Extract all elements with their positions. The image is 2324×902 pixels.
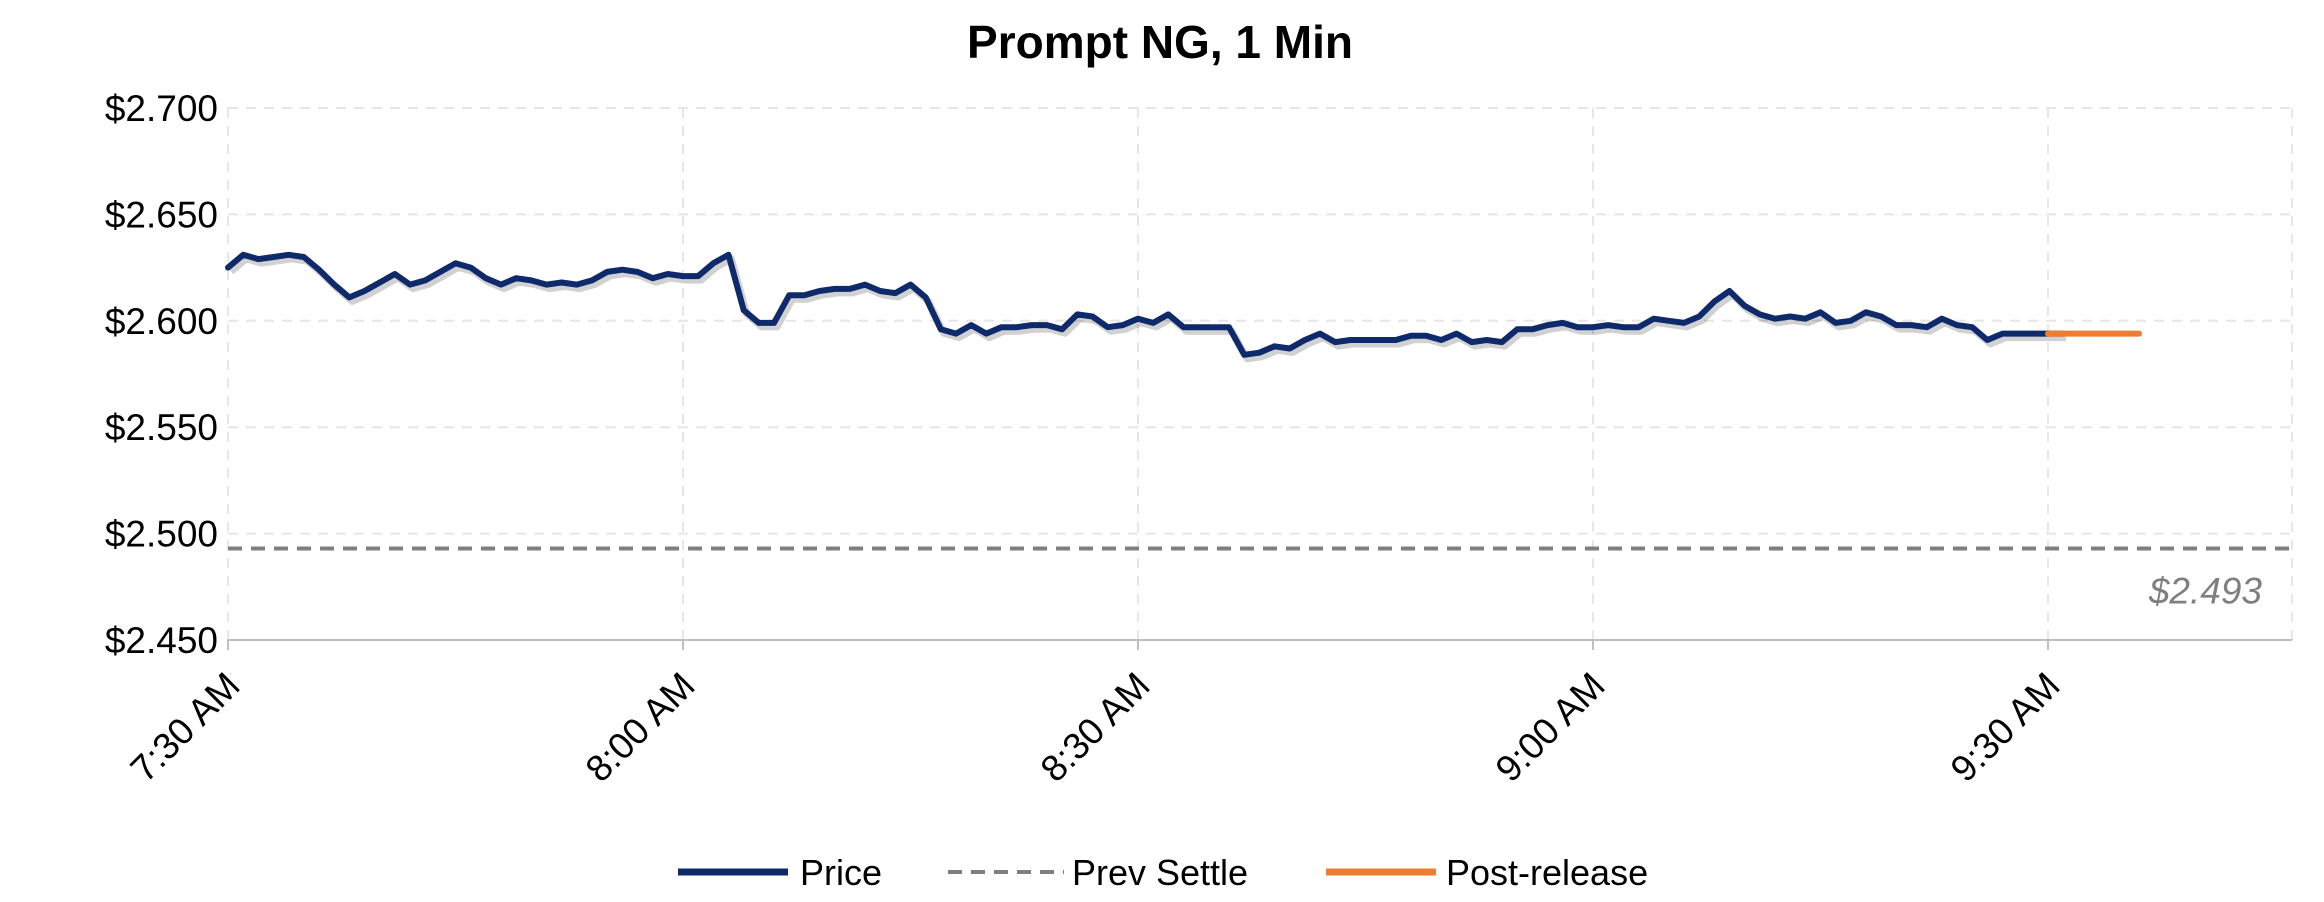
- x-tick-label: 7:30 AM: [123, 665, 248, 790]
- legend-label: Post-release: [1446, 852, 1648, 893]
- y-tick-label: $2.500: [105, 514, 218, 555]
- legend-label: Prev Settle: [1072, 852, 1248, 893]
- x-tick-label: 8:30 AM: [1033, 665, 1158, 790]
- x-tick-label: 9:30 AM: [1943, 665, 2068, 790]
- prev-settle-annotation: $2.493: [2148, 570, 2263, 611]
- y-tick-label: $2.700: [105, 88, 218, 129]
- gridlines: [227, 107, 2293, 640]
- x-tick-label: 8:00 AM: [578, 665, 703, 790]
- series-layer: [225, 251, 2292, 551]
- y-tick-label: $2.600: [105, 301, 218, 342]
- chart-title: Prompt NG, 1 Min: [967, 16, 1353, 68]
- y-tick-label: $2.650: [105, 194, 218, 235]
- x-tick-label: 9:00 AM: [1488, 665, 1613, 790]
- y-axis: $2.450 $2.500 $2.550 $2.600 $2.650 $2.700: [105, 88, 218, 661]
- y-tick-label: $2.550: [105, 407, 218, 448]
- legend: Price Prev Settle Post-release: [678, 852, 1648, 893]
- y-tick-label: $2.450: [105, 620, 218, 661]
- price-line-shadow: [228, 255, 2067, 363]
- x-axis: 7:30 AM 8:00 AM 8:30 AM 9:00 AM 9:30 AM: [123, 639, 2292, 790]
- price-line: [225, 251, 2067, 358]
- legend-label: Price: [800, 852, 882, 893]
